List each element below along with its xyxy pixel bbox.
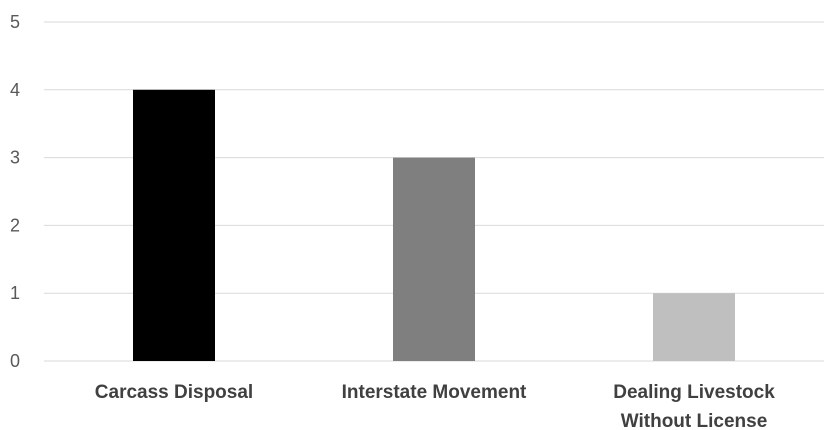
bar [133,89,215,362]
y-tick-label: 5 [10,12,20,32]
x-category-label: Carcass Disposal [95,382,253,403]
y-tick-label: 2 [10,215,20,235]
x-category-label: Without License [621,411,768,430]
x-category-label: Interstate Movement [342,382,527,403]
y-tick-label: 4 [10,80,20,100]
y-tick-label: 3 [10,148,20,168]
y-axis-tick-labels: 0 1 2 3 4 5 [10,12,20,371]
y-tick-label: 1 [10,283,20,303]
bars [133,89,735,362]
x-axis-category-labels: Carcass Disposal Interstate Movement Deali… [95,382,775,430]
bar [653,293,735,361]
bar [393,157,475,361]
x-category-label: Dealing Livestock [613,382,775,403]
y-tick-label: 0 [10,351,20,371]
